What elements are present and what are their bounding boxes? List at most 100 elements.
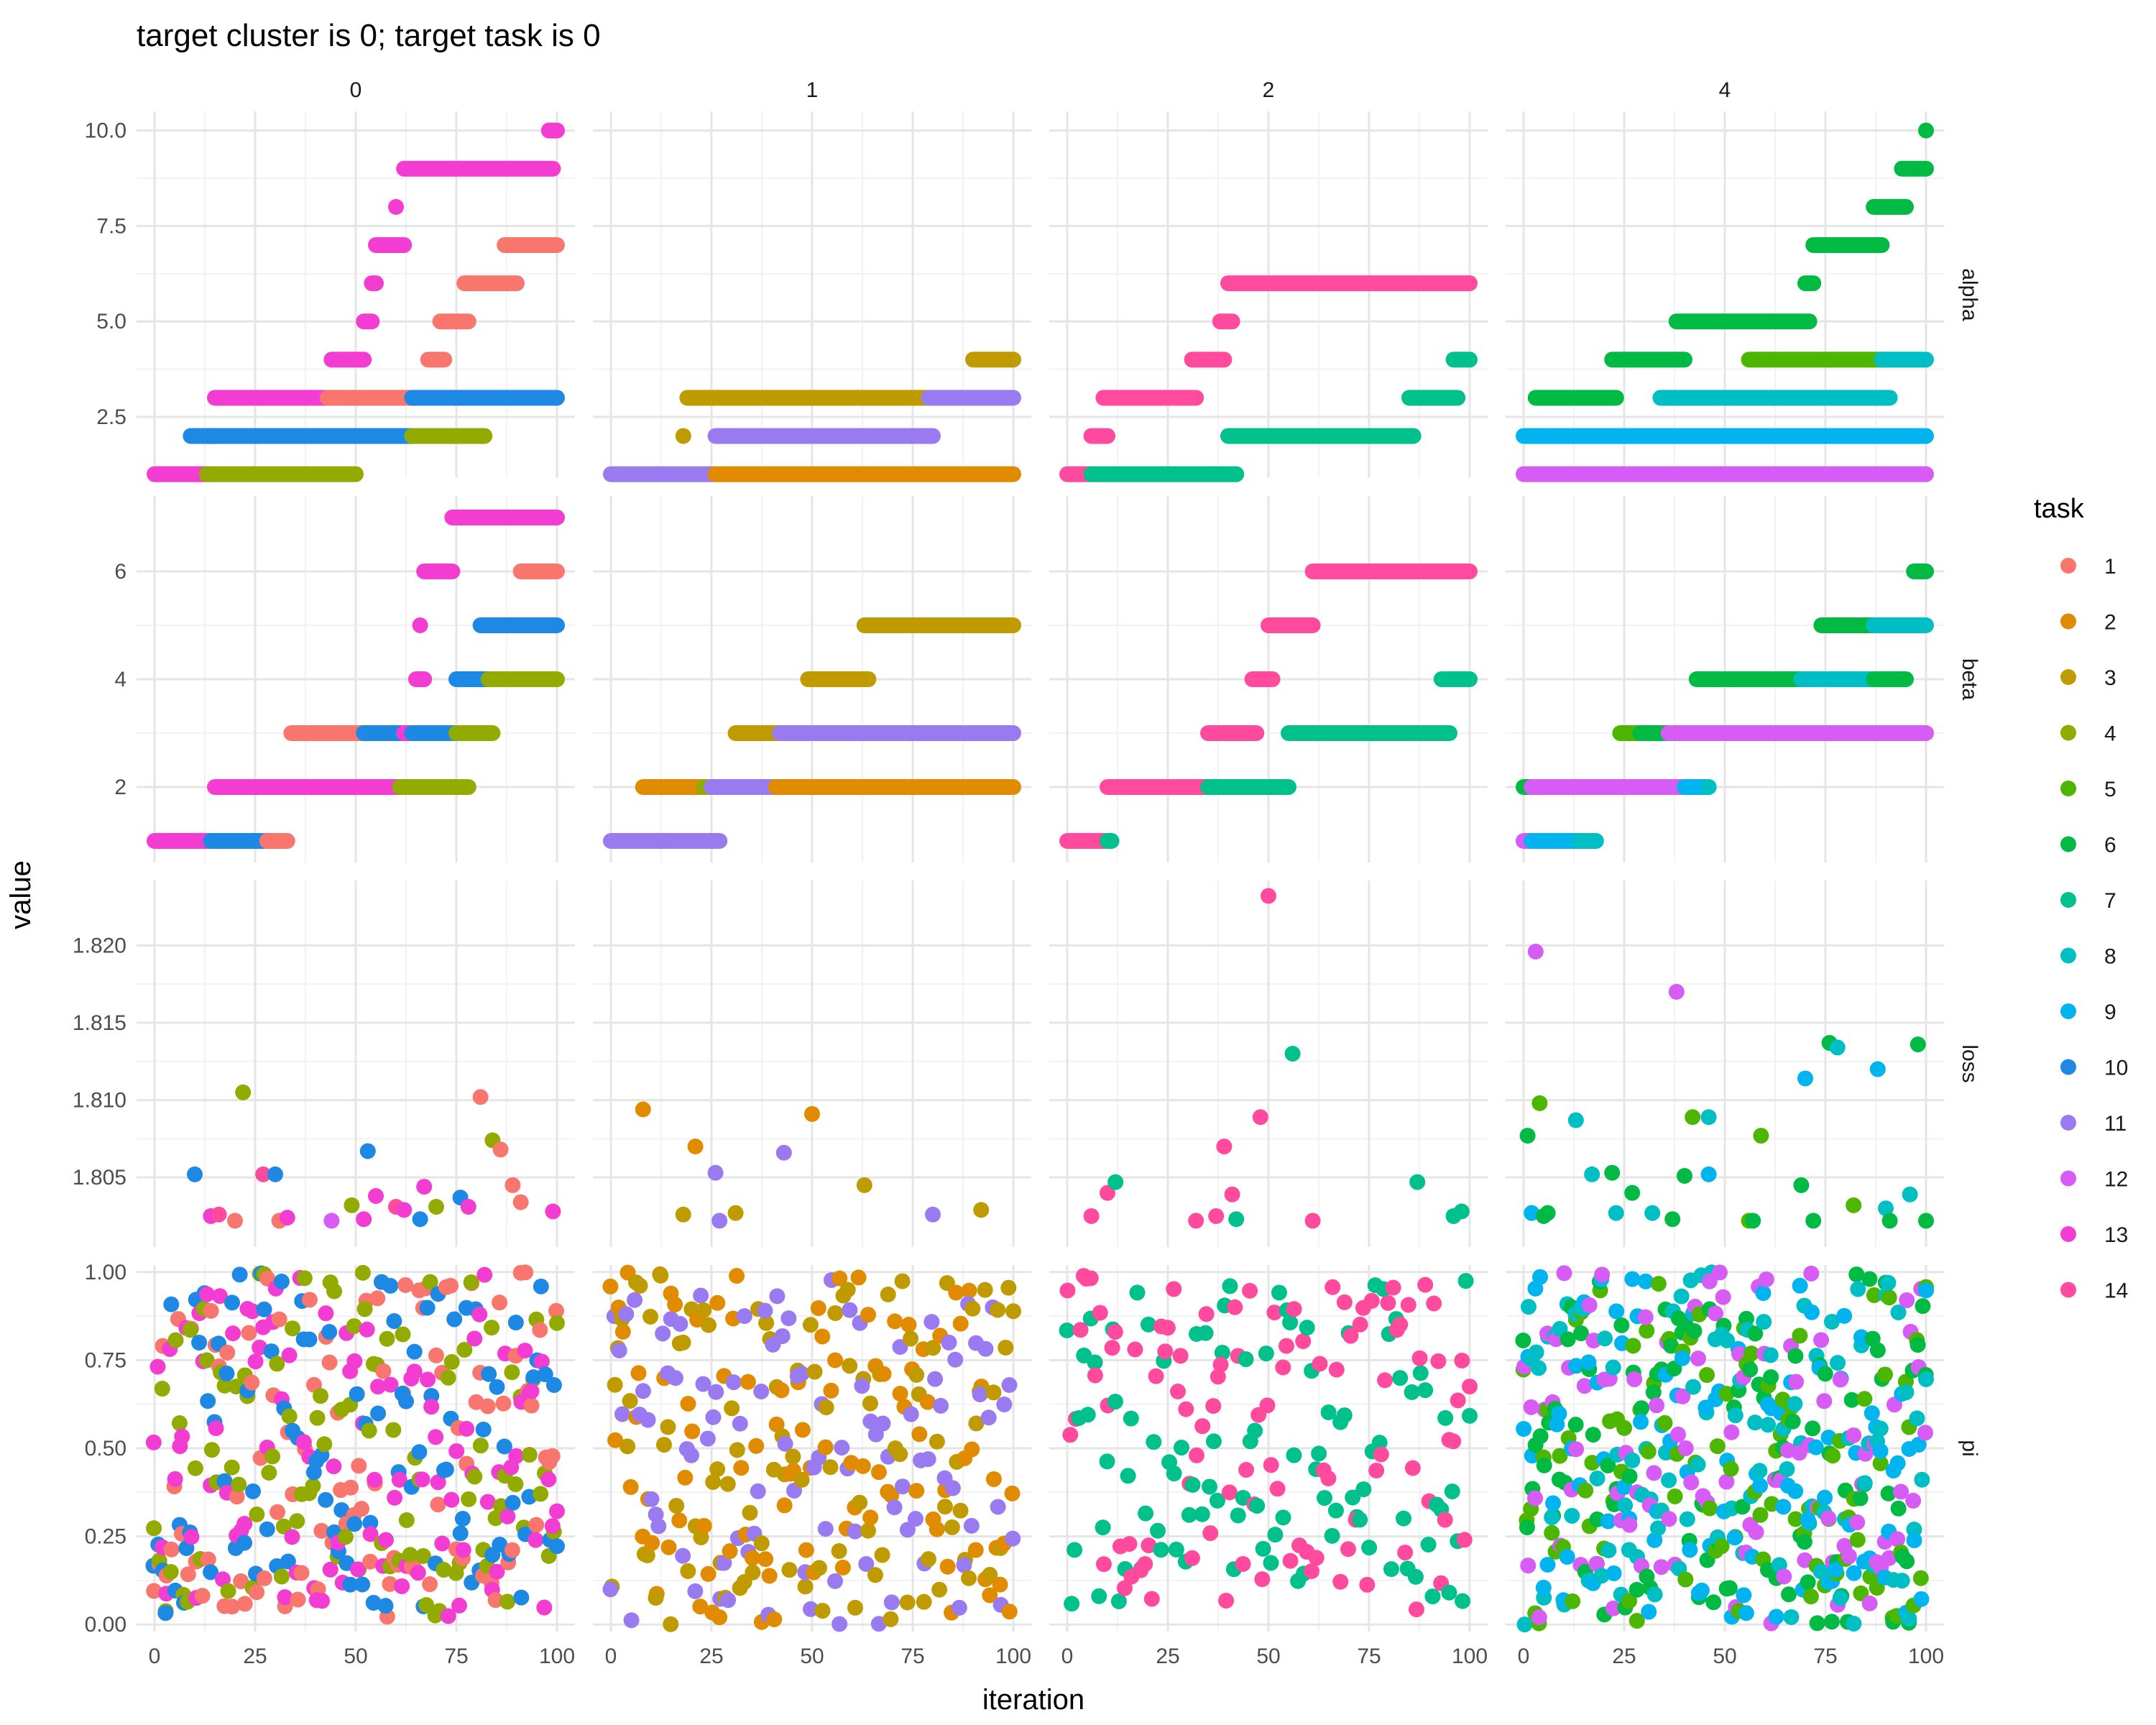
point-task-2 [804,1105,820,1122]
point-task-13 [367,1471,383,1488]
point-task-4 [356,1301,373,1317]
point-task-7 [1255,1540,1271,1557]
point-task-14 [1282,1552,1299,1569]
point-task-3 [874,1547,890,1563]
point-task-11 [883,1594,900,1611]
legend-key-task-7 [2060,892,2076,908]
point-task-1 [249,1584,265,1601]
point-task-4 [249,1506,265,1522]
x-tick-label: 50 [1713,1644,1736,1668]
point-task-3 [860,1522,877,1539]
point-task-3 [1005,1303,1021,1320]
point-task-6 [1560,1331,1576,1348]
point-task-6 [1869,1342,1886,1358]
point-task-1 [375,1363,392,1379]
legend-key-task-8 [2060,947,2076,964]
point-task-13 [284,1529,300,1545]
point-task-11 [650,1518,667,1535]
point-task-9 [1828,1562,1844,1578]
point-task-4 [428,1199,444,1215]
point-task-6 [1742,1361,1759,1378]
point-task-3 [916,1593,932,1610]
point-task-9 [1535,1579,1552,1596]
point-task-12 [1776,1568,1792,1585]
point-task-7 [1424,1588,1441,1605]
point-task-2 [939,1558,956,1575]
point-task-10 [362,1514,379,1531]
point-task-2 [733,1460,750,1476]
point-task-7 [1258,1346,1274,1362]
point-task-3 [968,1415,985,1432]
point-task-7 [1110,1593,1127,1609]
point-task-14 [1100,1184,1115,1201]
point-task-13 [394,1578,410,1594]
point-task-7 [1138,1505,1154,1522]
point-task-7 [1120,1468,1136,1484]
point-task-11 [777,1435,793,1452]
point-task-11 [711,1213,728,1229]
point-task-11 [963,1517,980,1534]
point-task-7 [1173,1440,1189,1456]
point-task-12 [1576,1378,1593,1394]
panel-beta-1 [593,496,1031,862]
point-task-4 [379,1330,395,1347]
point-task-9 [1608,1303,1625,1320]
point-task-12 [1758,1271,1774,1288]
point-task-14 [1072,1322,1089,1338]
point-task-1 [227,1213,243,1229]
point-task-6 [1686,1322,1703,1339]
point-task-5 [1856,1391,1873,1407]
point-task-14 [1227,1299,1243,1315]
point-task-6 [1532,1428,1549,1445]
point-task-8 [1593,1568,1610,1584]
point-task-13 [536,1599,553,1616]
point-task-11 [736,1308,752,1325]
point-task-3 [675,1334,691,1351]
point-task-1 [233,1573,249,1590]
column-strip-label: 0 [350,78,362,102]
point-task-5 [1849,1532,1866,1548]
point-task-13 [208,1420,224,1437]
point-task-14 [1221,1484,1238,1501]
point-task-7 [1420,1536,1437,1552]
point-task-9 [1869,1061,1886,1077]
point-task-14 [1328,1361,1345,1378]
point-task-7 [1336,1407,1353,1424]
legend-label-task-1: 1 [2104,555,2116,579]
point-task-13 [489,1563,505,1580]
point-task-12 [1711,1264,1728,1281]
point-task-11 [842,1302,858,1318]
point-task-13 [281,1347,298,1363]
point-task-4 [261,1465,277,1481]
point-task-4 [456,1341,473,1358]
panel-alpha-0 [137,111,575,482]
point-task-4 [285,1320,301,1337]
point-task-14 [1404,1460,1421,1476]
point-task-14 [1157,1343,1174,1360]
point-task-1 [397,1276,414,1293]
point-task-5 [1657,1414,1673,1431]
point-task-5 [1625,1338,1641,1354]
point-task-11 [875,1415,891,1432]
point-task-2 [644,1535,660,1551]
point-task-5 [1677,1571,1694,1588]
point-task-4 [198,1352,215,1368]
point-task-6 [1880,1485,1897,1501]
point-task-12 [1803,1265,1820,1282]
point-task-6 [1664,1211,1681,1228]
x-tick-label: 100 [1908,1644,1944,1668]
point-task-9 [1889,1455,1906,1471]
point-task-8 [1872,1420,1889,1437]
point-task-14 [1159,1320,1176,1336]
point-task-7 [1299,1320,1315,1336]
point-task-10 [359,1143,376,1159]
point-task-8 [1783,1609,1800,1625]
point-task-8 [1762,1347,1779,1363]
point-task-13 [212,1288,229,1305]
point-task-5 [1802,1588,1819,1605]
point-task-10 [549,1538,565,1555]
point-task-4 [361,1422,377,1439]
point-task-14 [1408,1601,1424,1618]
legend-label-task-4: 4 [2104,722,2116,746]
point-task-2 [952,1315,969,1332]
